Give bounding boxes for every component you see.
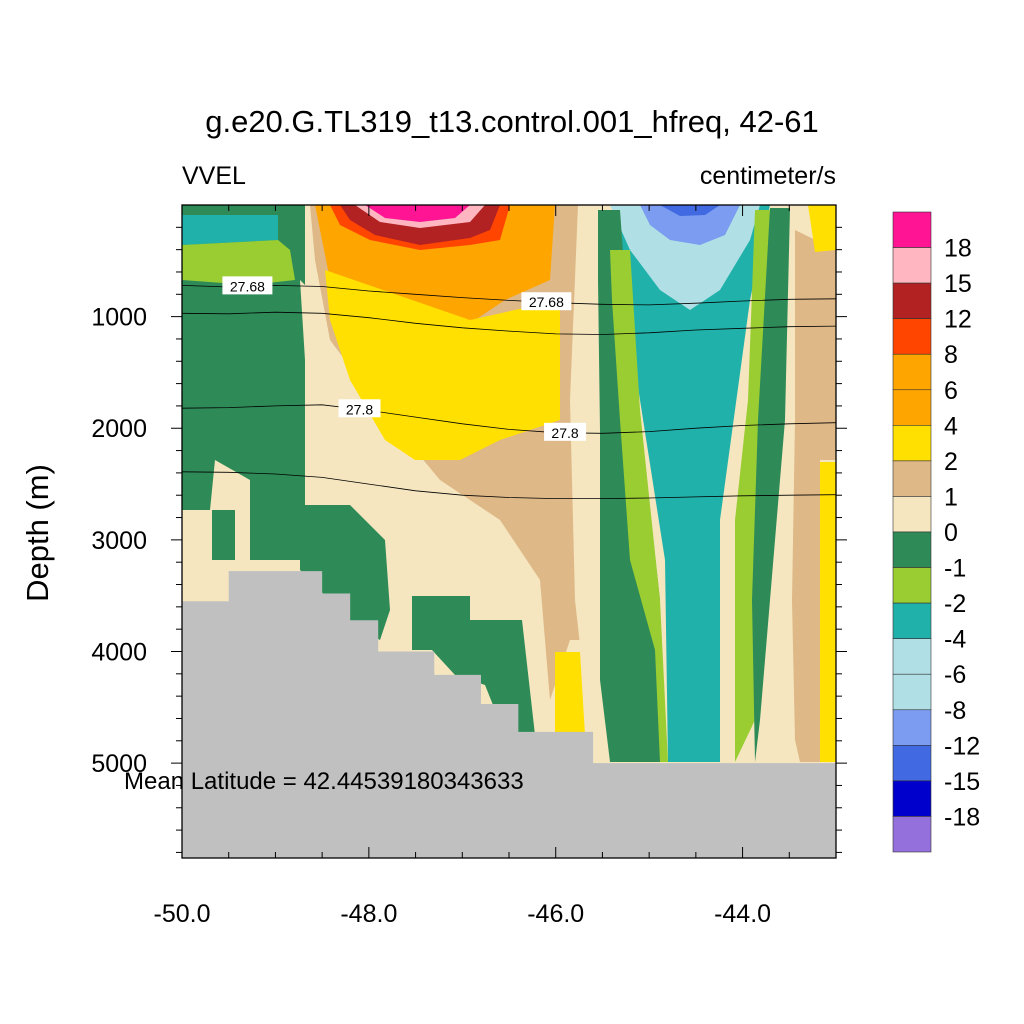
density-contours: 27.68 27.68 27.8 27.8 (181, 276, 837, 499)
field-region-19 (660, 205, 720, 216)
colorbar-label: -2 (944, 590, 966, 618)
x-tick-label: -48.0 (340, 900, 397, 928)
y-axis: 1000 2000 3000 4000 5000 (91, 226, 847, 853)
colorbar-swatch (892, 496, 932, 533)
x-tick-label: -44.0 (714, 900, 771, 928)
colorbar-swatch (892, 567, 932, 604)
field-region-0 (182, 205, 305, 560)
colorbar-swatch (892, 353, 932, 391)
field-region-23 (752, 208, 790, 762)
field-region-24 (792, 230, 836, 762)
contour-label-box (544, 422, 587, 441)
plot-area: 27.68 27.68 27.8 27.8 (181, 205, 837, 858)
colorbar-swatch (892, 816, 932, 853)
bathymetry-region (182, 571, 836, 858)
field-region-13 (300, 505, 390, 640)
y-tick-label: 2000 (91, 415, 147, 443)
contour-label-box (338, 399, 381, 418)
contour-label: 27.68 (230, 278, 265, 294)
field-region-25 (808, 205, 836, 252)
colorbar-label: 12 (944, 306, 972, 334)
colorbar-label: 2 (944, 448, 958, 476)
colorbar-label: 18 (944, 235, 972, 263)
y-tick-label: 4000 (91, 638, 147, 666)
x-axis: -50.0 -48.0 -46.0 -44.0 (154, 205, 790, 928)
field-region-3 (212, 510, 235, 560)
colorbar-label: -1 (944, 555, 966, 583)
contour-line-3 (181, 471, 837, 499)
y-tick-label: 5000 (91, 750, 147, 778)
y-axis-label: Depth (m) (20, 464, 55, 602)
colorbar-label: 15 (944, 270, 972, 298)
chart-title: g.e20.G.TL319_t13.control.001_hfreq, 42-… (205, 104, 819, 139)
field-region-2 (182, 240, 295, 285)
x-tick-label: -46.0 (527, 900, 584, 928)
field-region-12 (412, 596, 535, 735)
field-region-16 (620, 205, 770, 762)
colorbar-label: 1 (944, 483, 958, 511)
contour-line-0 (181, 284, 837, 306)
contour-line-1 (181, 311, 837, 335)
colorbar-label: -12 (944, 732, 980, 760)
velocity-field (182, 205, 836, 762)
colorbar-swatch (892, 318, 932, 355)
contour-label-box (222, 276, 273, 295)
field-region-18 (640, 205, 740, 245)
colorbar-label: -18 (944, 803, 980, 831)
right-subtitle: centimeter/s (700, 162, 836, 190)
contour-label-box (521, 292, 572, 311)
contour-line-2 (181, 404, 837, 434)
colorbar-label: -15 (944, 768, 980, 796)
colorbar-swatch (892, 247, 932, 284)
y-tick-label: 3000 (91, 527, 147, 555)
colorbar-swatch (892, 780, 932, 817)
x-tick-label: -50.0 (154, 900, 211, 928)
colorbar-label: -4 (944, 626, 966, 654)
colorbar-swatch (892, 602, 932, 639)
bathymetry (182, 571, 836, 858)
field-region-26 (820, 462, 836, 762)
contour-label: 27.8 (551, 425, 578, 441)
colorbar-label: 0 (944, 519, 958, 547)
field-region-21 (610, 250, 668, 762)
colorbar-swatch (892, 745, 932, 782)
field-region-9 (365, 205, 470, 222)
y-tick-label: 1000 (91, 304, 147, 332)
colorbar-swatch (892, 282, 932, 319)
colorbar-swatch (892, 389, 932, 426)
contour-label: 27.68 (529, 294, 564, 310)
contour-label: 27.8 (346, 401, 373, 417)
colorbar-label: 8 (944, 341, 958, 369)
colorbar-swatch (892, 638, 932, 675)
colorbar-label: 4 (944, 412, 958, 440)
colorbar-swatch (892, 460, 932, 497)
colorbar-label: -8 (944, 697, 966, 725)
colorbar-swatch (892, 211, 932, 248)
colorbar-swatch (892, 709, 932, 746)
field-region-14 (555, 652, 585, 735)
colorbar: 18 15 12 8 6 4 2 1 0 -1 -2 -4 -6 -8 -12 -15 -18 (892, 211, 980, 853)
field-region-22 (735, 210, 770, 762)
left-subtitle: VVEL (182, 162, 246, 190)
colorbar-swatch (892, 425, 932, 462)
field-region-1 (182, 215, 278, 245)
colorbar-label: -6 (944, 661, 966, 689)
colorbar-swatch (892, 531, 932, 568)
mean-latitude-annotation: Mean Latitude = 42.44539180343633 (124, 768, 524, 795)
field-region-15 (570, 205, 605, 735)
colorbar-label: 6 (944, 377, 958, 405)
colorbar-swatch (892, 673, 932, 711)
